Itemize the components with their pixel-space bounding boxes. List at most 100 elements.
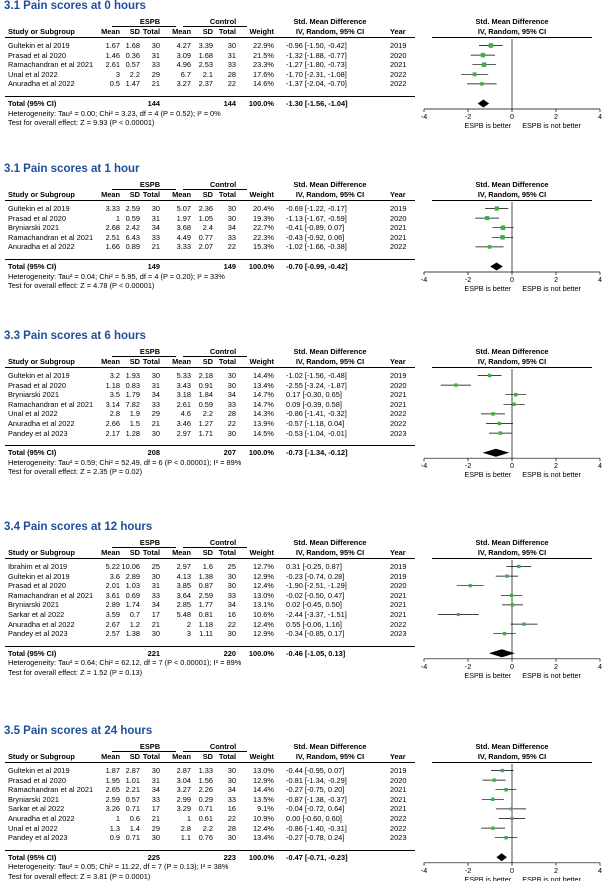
study-weight: 13.4%	[253, 833, 274, 843]
control-header-underline	[183, 547, 247, 548]
study-name: Gultekin et al 2019	[8, 571, 70, 581]
control-mean: 3.27	[176, 79, 191, 89]
espb-total: 34	[151, 600, 160, 610]
espb-total: 31	[151, 380, 160, 390]
control-mean: 4.13	[176, 571, 191, 581]
espb-sd: 6.43	[125, 232, 140, 242]
control-total: 33	[227, 794, 236, 804]
study-weight: 12.4%	[253, 823, 274, 833]
study-year: 2021	[390, 60, 407, 70]
control-mean: 3.04	[176, 775, 191, 785]
control-total: 30	[227, 213, 236, 223]
x-axis-tick-label: 2	[554, 461, 558, 470]
espb-total: 30	[151, 571, 160, 581]
study-smd-ci: -1.70 [-2.31, -1.08]	[286, 69, 347, 79]
control-total: 30	[227, 766, 236, 775]
study-effect-square	[504, 835, 508, 840]
espb-mean: 2.57	[105, 629, 120, 639]
espb-total-sum: 149	[147, 262, 160, 271]
study-year: 2022	[390, 814, 407, 823]
control-total: 22	[227, 814, 236, 823]
total-separator	[5, 445, 415, 447]
study-smd-ci: -0.43 [-0.92, 0.06]	[286, 232, 345, 242]
smd-header-left: Std. Mean Difference	[293, 347, 367, 356]
header-underline-plot	[432, 558, 592, 559]
header-underline-plot	[432, 762, 592, 763]
study-smd-ci: -1.37 [-2.04, -0.70]	[286, 79, 347, 89]
espb-sd: 7.82	[125, 399, 140, 409]
espb-mean: 3.5	[109, 390, 120, 400]
espb-total: 30	[151, 41, 160, 50]
control-total-sum: 207	[223, 448, 236, 458]
espb-sd: 1.03	[125, 581, 140, 591]
study-effect-square	[509, 807, 513, 811]
espb-mean: 2.01	[105, 581, 120, 591]
study-smd-ci: -0.69 [-1.22, -0.17]	[286, 204, 347, 213]
control-sd: 0.77	[198, 232, 213, 242]
study-smd-ci: -0.86 [-1.41, -0.32]	[286, 409, 347, 419]
study-weight: 10.9%	[253, 814, 274, 823]
espb-sd: 1.4	[129, 823, 140, 833]
espb-mean: 1	[115, 213, 120, 223]
study-name: Anuradha et al 2022	[8, 79, 75, 89]
forest-plot: -4 -2 0 2 4 ESPB is better ESPB is not better	[421, 202, 602, 293]
smd-header-left: Std. Mean Difference	[293, 742, 367, 751]
study-smd-ci: -1.02 [-1.56, -0.48]	[286, 371, 347, 380]
study-smd-ci: -0.04 [-0.72, 0.64]	[286, 804, 345, 814]
control-total-header: Total	[218, 190, 236, 199]
overall-effect-test: Test for overall effect: Z = 9.93 (P < 0…	[8, 118, 155, 127]
espb-mean: 1.3	[109, 823, 120, 833]
study-smd-ci: -0.87 [-1.38, -0.37]	[286, 794, 347, 804]
study-year: 2021	[390, 399, 407, 409]
espb-mean: 0.9	[109, 833, 120, 843]
espb-mean: 1.46	[105, 50, 120, 60]
study-smd-ci: 0.02 [-0.45, 0.50]	[286, 600, 342, 610]
control-total: 30	[227, 428, 236, 438]
study-smd-ci: 0.00 [-0.60, 0.60]	[286, 814, 342, 823]
espb-mean: 2.17	[105, 428, 120, 438]
espb-sd-header: SD	[129, 357, 140, 366]
study-smd-ci: -1.27 [-1.80, -0.73]	[286, 60, 347, 70]
study-effect-square	[481, 62, 487, 67]
study-weight: 23.3%	[253, 60, 274, 70]
section-title: 3.3 Pain scores at 6 hours	[4, 330, 146, 342]
control-total: 33	[227, 590, 236, 600]
header-underline-table	[5, 558, 415, 559]
espb-sd: 0.69	[125, 590, 140, 600]
x-axis-tick-label: 4	[598, 866, 602, 875]
study-effect-square	[512, 402, 516, 407]
forest-plot: -4 -2 0 2 4 ESPB is better ESPB is not better	[421, 764, 602, 881]
smd-header-left: Std. Mean Difference	[293, 180, 367, 189]
espb-group-header: ESPB	[139, 180, 161, 189]
total-weight: 100.0%	[248, 262, 274, 271]
control-sd-header: SD	[202, 190, 213, 199]
espb-sd: 2.89	[125, 571, 140, 581]
total-separator	[5, 259, 415, 260]
espb-mean: 1.95	[105, 775, 120, 785]
study-name: Gultekin et al 2019	[8, 41, 70, 50]
espb-sd: 0.83	[125, 380, 140, 390]
control-sd-header: SD	[202, 548, 213, 557]
study-effect-square	[513, 392, 518, 397]
study-smd-ci: -0.57 [-1.18, 0.04]	[286, 419, 345, 428]
control-mean: 3.09	[176, 50, 191, 60]
study-effect-square	[498, 431, 503, 435]
study-year: 2019	[390, 571, 407, 581]
control-total: 22	[227, 79, 236, 89]
study-name: Bryniarski 2021	[8, 223, 59, 233]
control-sd: 1.56	[198, 775, 213, 785]
control-header-underline	[183, 751, 247, 752]
control-mean: 2.85	[176, 600, 191, 610]
control-mean: 3.43	[176, 380, 191, 390]
espb-total-header: Total	[142, 357, 160, 366]
control-total: 34	[227, 600, 236, 610]
study-effect-square	[500, 225, 506, 230]
control-header-underline	[183, 26, 247, 27]
study-smd-ci: -1.13 [-1.67, -0.59]	[286, 213, 347, 223]
control-total: 30	[227, 380, 236, 390]
control-group-header: Control	[209, 742, 237, 751]
study-weight: 22.3%	[253, 232, 274, 242]
espb-sd: 0.59	[125, 213, 140, 223]
study-effect-square	[480, 82, 484, 86]
study-column-header: Study or Subgroup	[8, 190, 75, 199]
